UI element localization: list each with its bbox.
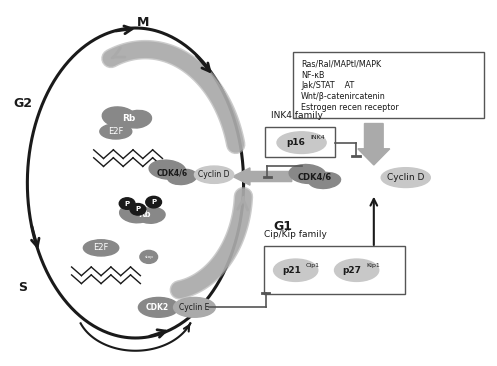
Ellipse shape [173, 298, 215, 317]
Ellipse shape [381, 168, 430, 187]
Text: P: P [135, 206, 141, 212]
FancyArrow shape [233, 168, 292, 185]
Text: stop: stop [144, 255, 153, 259]
Ellipse shape [167, 169, 197, 184]
Text: Cip/Kip family: Cip/Kip family [264, 230, 327, 239]
Ellipse shape [309, 172, 340, 188]
Text: P: P [151, 199, 156, 205]
Ellipse shape [122, 111, 152, 128]
Circle shape [130, 203, 146, 215]
Ellipse shape [334, 259, 379, 281]
Text: P: P [125, 201, 130, 206]
FancyBboxPatch shape [293, 52, 484, 118]
Ellipse shape [139, 298, 179, 317]
Text: Rb: Rb [122, 113, 136, 123]
Ellipse shape [149, 160, 186, 179]
Ellipse shape [289, 165, 326, 183]
Text: Cyclin D: Cyclin D [387, 173, 424, 182]
Text: M: M [137, 16, 149, 29]
Text: Rb: Rb [138, 210, 151, 219]
Text: Jak/STAT    AT: Jak/STAT AT [301, 81, 354, 90]
Text: Cyclin D: Cyclin D [198, 170, 230, 179]
Text: E2F: E2F [93, 243, 109, 253]
Text: E2F: E2F [108, 127, 123, 136]
Text: Cyclin E: Cyclin E [179, 303, 210, 312]
Ellipse shape [277, 132, 326, 153]
Text: Ras/Ral/MAPtI/MAPK: Ras/Ral/MAPtI/MAPK [301, 60, 381, 69]
Text: S: S [18, 281, 27, 294]
Ellipse shape [273, 259, 318, 281]
Text: INK4 family: INK4 family [270, 111, 323, 120]
Text: p27: p27 [343, 266, 362, 275]
Text: CDK2: CDK2 [146, 303, 169, 312]
Text: p16: p16 [286, 138, 305, 147]
Ellipse shape [138, 208, 165, 223]
Ellipse shape [194, 166, 234, 183]
Circle shape [140, 250, 158, 264]
Ellipse shape [100, 124, 132, 139]
FancyArrow shape [358, 124, 390, 165]
Text: Cip1: Cip1 [306, 263, 320, 268]
Circle shape [146, 196, 162, 208]
Text: INK4: INK4 [310, 135, 325, 141]
Ellipse shape [120, 205, 151, 223]
Ellipse shape [83, 240, 119, 256]
Text: p21: p21 [282, 266, 301, 275]
Text: CDK4/6: CDK4/6 [157, 168, 188, 178]
Text: G2: G2 [13, 97, 32, 110]
Text: Estrogen recen receptor: Estrogen recen receptor [301, 103, 399, 112]
Text: Wnt/β-catenircatenin: Wnt/β-catenircatenin [301, 92, 386, 101]
Circle shape [119, 198, 135, 209]
FancyBboxPatch shape [264, 246, 405, 294]
Text: Kip1: Kip1 [366, 263, 380, 268]
Text: NF-κB: NF-κB [301, 71, 325, 79]
FancyBboxPatch shape [265, 127, 335, 157]
Text: CDK4/6: CDK4/6 [298, 172, 332, 182]
Ellipse shape [102, 107, 136, 127]
Text: G1: G1 [273, 220, 292, 233]
